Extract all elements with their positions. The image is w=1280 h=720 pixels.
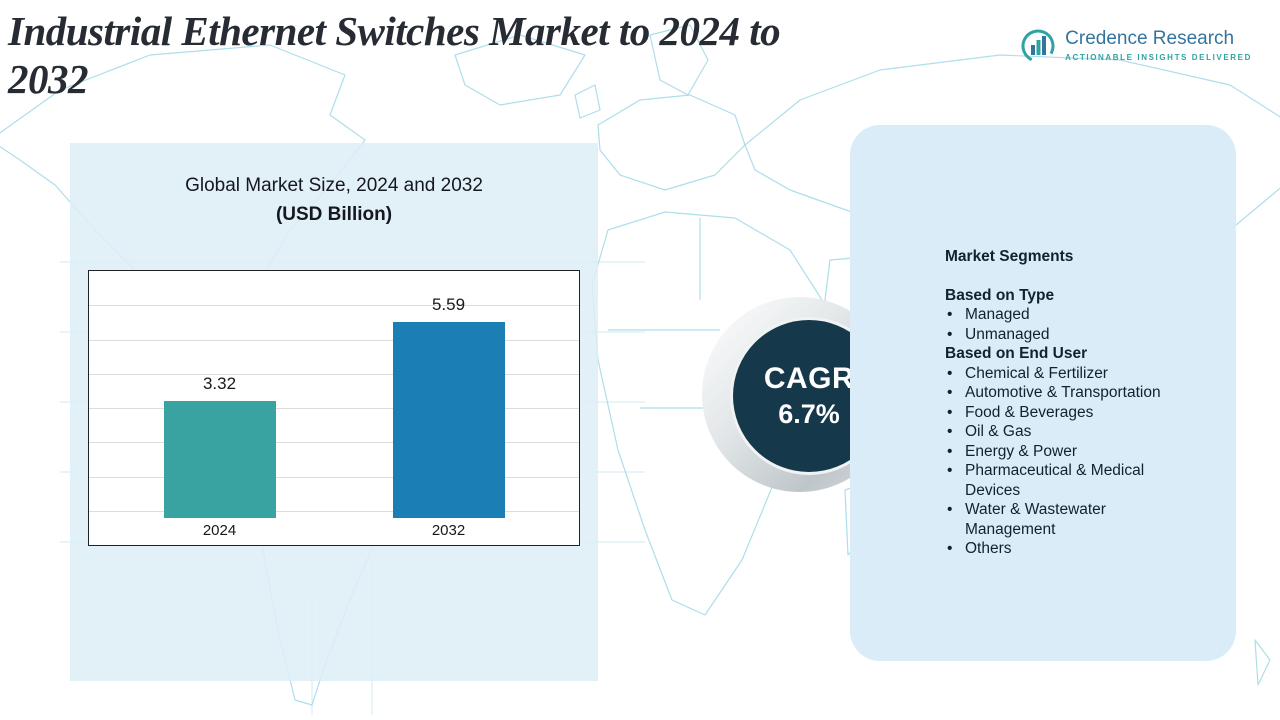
brand-text: Credence Research Actionable Insights De… xyxy=(1065,28,1252,62)
gridline xyxy=(89,305,579,307)
bar-chart-plot: 3.32 2024 5.59 2032 xyxy=(88,270,580,546)
segment-item-label: Automotive & Transportation xyxy=(965,384,1161,401)
gridline xyxy=(89,442,579,444)
bullet-icon: • xyxy=(947,403,953,421)
brand-tagline: Actionable Insights Delivered xyxy=(1065,53,1252,62)
cagr-label: CAGR xyxy=(763,362,855,395)
segment-item: • Others xyxy=(945,539,1192,559)
segment-item-label: Pharmaceutical & Medical Devices xyxy=(965,462,1145,499)
bullet-icon: • xyxy=(947,423,953,440)
segment-item: • Water & Wastewater Management xyxy=(945,500,1192,539)
bar-column-2032: 5.59 2032 xyxy=(392,295,505,540)
segment-group-heading: Based on Type xyxy=(945,286,1055,304)
segment-item-label: Energy & Power xyxy=(965,442,1077,460)
segment-group-heading: Based on End User xyxy=(945,345,1088,362)
bullet-icon: • xyxy=(947,325,953,343)
segments-panel: Market Segments Based on Type • Managed • Un… xyxy=(850,125,1236,661)
bar-value-label: 3.32 xyxy=(202,374,237,393)
segment-item-label: Chemical & Fertilizer xyxy=(965,364,1108,382)
segments-title: Market Segments xyxy=(945,248,1074,265)
brand-name: Credence Research xyxy=(1065,28,1235,49)
segment-item-label: Water & Wastewater Management xyxy=(965,501,1106,538)
chart-panel: Global Market Size, 2024 and 2032 (USD B… xyxy=(70,143,598,681)
bar-category-label: 2032 xyxy=(431,522,466,539)
gridline xyxy=(89,339,579,341)
segment-item: • Oil & Gas xyxy=(945,422,1192,442)
bar-column-2024: 3.32 2024 xyxy=(163,374,276,540)
page-title-line: Industrial Ethernet Switches Market to 2… xyxy=(8,8,781,54)
bullet-icon: • xyxy=(947,384,953,401)
gridline xyxy=(89,408,579,409)
page-title: Industrial Ethernet Switches Market to 2… xyxy=(8,8,968,103)
segment-item: • Automotive & Transportation xyxy=(945,383,1192,403)
brand-logo-icon xyxy=(1021,29,1055,63)
bar xyxy=(163,401,276,518)
bar-value-label: 5.59 xyxy=(431,295,466,314)
segment-item: • Pharmaceutical & Medical Devices xyxy=(945,461,1192,500)
segment-item-label: Food & Beverages xyxy=(965,403,1094,421)
segment-groups: Based on Type • Managed • Unmanaged Based on … xyxy=(945,286,1192,559)
page-title-line: 2032 xyxy=(8,55,89,102)
segment-item: • Energy & Power xyxy=(945,442,1192,462)
segment-item: • Chemical & Fertilizer xyxy=(945,364,1192,384)
bullet-icon: • xyxy=(947,462,953,479)
bar-category-label: 2024 xyxy=(202,522,237,539)
segment-item-label: Oil & Gas xyxy=(965,423,1032,440)
bullet-icon: • xyxy=(947,442,953,460)
brand-logo: Credence Research Actionable Insights De… xyxy=(1020,28,1252,64)
segment-item-label: Unmanaged xyxy=(965,325,1050,343)
bullet-icon: • xyxy=(947,501,953,518)
segment-item: • Managed xyxy=(945,305,1192,325)
chart-bars: 3.32 2024 5.59 2032 xyxy=(89,295,579,540)
bar xyxy=(392,322,505,518)
segment-item: • Unmanaged xyxy=(945,325,1192,345)
cagr-value: 6.7% xyxy=(778,399,840,429)
chart-title: Global Market Size, 2024 and 2032 xyxy=(185,175,483,196)
bullet-icon: • xyxy=(947,540,953,557)
segment-item: • Food & Beverages xyxy=(945,403,1192,423)
gridline xyxy=(89,476,579,478)
segment-item-label: Others xyxy=(965,540,1012,557)
segment-item-label: Managed xyxy=(965,306,1030,323)
bullet-icon: • xyxy=(947,364,953,382)
bullet-icon: • xyxy=(947,306,953,323)
chart-subtitle: (USD Billion) xyxy=(275,204,393,225)
gridline xyxy=(89,373,579,375)
gridline xyxy=(89,510,579,512)
